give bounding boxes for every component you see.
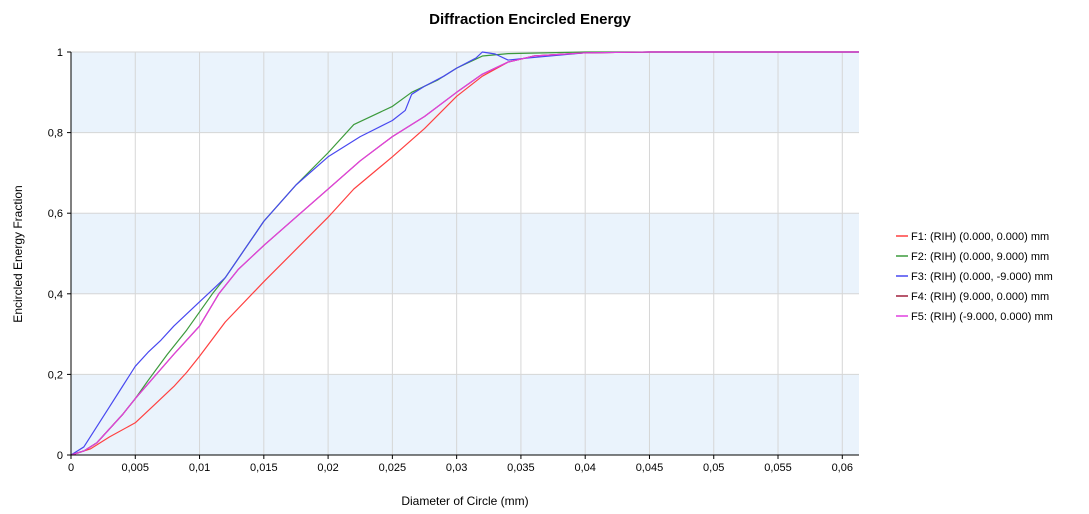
legend: F1: (RIH) (0.000, 0.000) mm F2: (RIH) (0.… [896,231,1053,323]
series-line-f3 [70,51,859,456]
plot-band [71,213,859,294]
x-tick-label: 0,06 [832,462,853,474]
x-tick-label: 0,045 [636,462,664,474]
x-axis-label: Diameter of Circle (mm) [401,494,528,508]
x-tick-label: 0,055 [764,462,792,474]
plot-band [71,132,859,214]
x-tick-label: 0,015 [250,462,278,474]
legend-label-f3: F3: (RIH) (0.000, -9.000) mm [911,271,1053,283]
legend-label-f1: F1: (RIH) (0.000, 0.000) mm [911,231,1049,243]
plot-band [71,374,859,455]
legend-label-f5: F5: (RIH) (-9.000, 0.000) mm [911,311,1053,323]
x-tick-label: 0,035 [507,462,535,474]
x-axis-ticks: 0 0,005 0,01 0,015 0,02 0,025 0,03 0,035 0,04 0,0… [68,455,853,474]
plot-bands [71,52,859,455]
y-tick-label: 1 [57,47,63,59]
plot-band [71,52,859,133]
x-tick-label: 0,01 [189,462,210,474]
y-tick-label: 0,8 [48,128,63,140]
y-tick-label: 0,4 [48,289,63,301]
legend-label-f2: F2: (RIH) (0.000, 9.000) mm [911,251,1049,263]
y-tick-label: 0 [57,450,63,462]
x-tick-label: 0,025 [379,462,407,474]
x-tick-label: 0,04 [574,462,595,474]
series-lines [70,51,859,456]
plot-band [71,293,859,375]
x-tick-label: 0,03 [446,462,467,474]
chart-title: Diffraction Encircled Energy [429,11,631,28]
series-line-f5 [70,51,859,456]
y-tick-label: 0,6 [48,208,63,220]
x-tick-label: 0,05 [703,462,724,474]
x-tick-label: 0,02 [317,462,338,474]
y-axis-ticks: 0 0,2 0,4 0,6 0,8 1 [48,47,71,462]
legend-label-f4: F4: (RIH) (9.000, 0.000) mm [911,291,1049,303]
y-axis-label: Encircled Energy Fraction [11,185,25,322]
x-tick-label: 0,005 [122,462,150,474]
y-tick-label: 0,2 [48,369,63,381]
x-tick-label: 0 [68,462,74,474]
axes [70,52,859,456]
